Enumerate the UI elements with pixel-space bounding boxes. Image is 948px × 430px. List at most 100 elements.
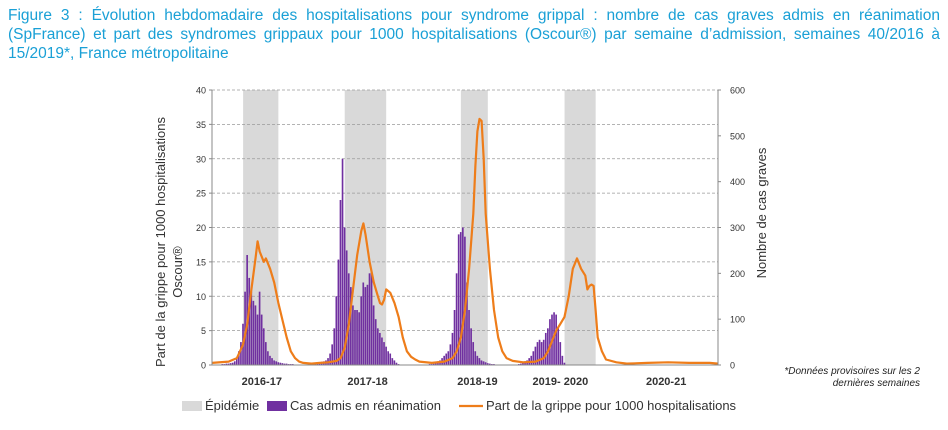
bar-cas-reanimation (522, 362, 524, 365)
series-line-part-grippe (211, 117, 719, 365)
bar-cas-reanimation (468, 310, 470, 365)
bar-cas-reanimation (267, 351, 269, 365)
bar-cas-reanimation (227, 363, 230, 365)
bar-cas-reanimation (277, 362, 280, 365)
bar-cas-reanimation (544, 332, 547, 365)
bar-cas-reanimation (532, 351, 535, 365)
y-tick-right: 300 (730, 223, 745, 233)
gridlines (212, 89, 718, 332)
bar-cas-reanimation (264, 342, 267, 365)
legend-label-part: Part de la grippe pour 1000 hospitalisat… (486, 398, 737, 413)
season-label: 2016-17 (242, 376, 282, 388)
bar-cas-reanimation (520, 363, 522, 365)
y-tick-left: 30 (196, 154, 206, 164)
bar-cas-reanimation (358, 312, 360, 365)
legend-label-cas: Cas admis en réanimation (290, 398, 441, 413)
bar-cas-reanimation (451, 332, 454, 365)
season-labels: 2016-17 2017-18 2018-19 2019- 2020 2020-21 (242, 376, 687, 388)
bar-cas-reanimation (484, 362, 487, 365)
bar-cas-reanimation (345, 250, 348, 365)
bar-cas-reanimation (391, 358, 394, 365)
bar-cas-reanimation (260, 314, 263, 365)
bar-cas-reanimation (238, 351, 240, 365)
y-ticks-left: 0 5 10 15 20 25 30 35 40 (196, 86, 212, 371)
bar-cas-reanimation (235, 358, 238, 365)
bar-cas-reanimation (225, 363, 228, 365)
bar-cas-reanimation (472, 342, 475, 365)
bar-cas-reanimation (281, 363, 284, 365)
y-tick-right: 200 (730, 269, 745, 279)
bar-cas-reanimation (240, 342, 242, 365)
bar-cas-reanimation (231, 362, 234, 365)
bar-cas-reanimation (478, 358, 481, 365)
bar-cas-reanimation (555, 314, 557, 365)
bar-cas-reanimation (557, 328, 560, 365)
bar-cas-reanimation (383, 342, 385, 365)
bar-cas-reanimation (387, 351, 389, 365)
bar-cas-reanimation (279, 362, 282, 365)
bar-cas-reanimation (262, 328, 265, 365)
bar-cas-reanimation (461, 227, 464, 365)
y-tick-left: 25 (196, 189, 206, 199)
bar-cas-reanimation (254, 305, 257, 365)
bar-cas-reanimation (381, 337, 383, 365)
y-tick-right: 0 (730, 361, 735, 371)
bar-cas-reanimation (250, 291, 253, 365)
legend: Épidémie Cas admis en réanimation Part d… (182, 398, 737, 413)
bar-cas-reanimation (459, 232, 462, 365)
y-label-left-line2: Oscour® (170, 246, 185, 298)
y-tick-left: 20 (196, 223, 206, 233)
bar-cas-reanimation (335, 296, 338, 365)
bar-cas-reanimation (432, 363, 435, 365)
bar-cas-reanimation (486, 363, 489, 365)
bar-cas-reanimation (252, 300, 255, 365)
bar-cas-reanimation (453, 310, 456, 365)
bar-cas-reanimation (331, 344, 334, 365)
bar-cas-reanimation (246, 255, 248, 365)
season-label: 2017-18 (347, 376, 387, 388)
bar-cas-reanimation (476, 355, 479, 365)
y-tick-left: 35 (196, 120, 206, 130)
y-label-left-line1: Part de la grippe pour 1000 hospitalisat… (153, 116, 168, 367)
bar-cas-reanimation (273, 360, 275, 365)
bar-cas-reanimation (389, 353, 392, 365)
bar-cas-reanimation (275, 361, 278, 365)
bar-cas-reanimation (540, 342, 543, 365)
bar-cas-reanimation (354, 310, 356, 365)
season-label: 2018-19 (457, 376, 497, 388)
y-tick-left: 40 (196, 86, 206, 96)
bar-cas-reanimation (364, 287, 367, 365)
bar-cas-reanimation (333, 328, 336, 365)
bar-cas-reanimation (445, 353, 448, 365)
bar-cas-reanimation (360, 296, 363, 365)
bar-cas-reanimation (385, 346, 387, 365)
y-tick-right: 500 (730, 131, 745, 141)
y-tick-left: 10 (196, 292, 206, 302)
y-tick-right: 600 (730, 86, 745, 96)
bar-cas-reanimation (374, 319, 377, 365)
bar-cas-reanimation (285, 363, 288, 365)
bar-cas-reanimation (482, 361, 485, 365)
bar-cas-reanimation (341, 158, 344, 365)
bar-cas-reanimation (337, 259, 340, 365)
bar-cas-reanimation (271, 358, 273, 365)
y-label-right: Nombre de cas graves (754, 147, 769, 278)
bar-cas-reanimation (542, 339, 545, 365)
bar-cas-reanimation (534, 346, 537, 365)
bar-cas-reanimation (343, 227, 346, 365)
bar-cas-reanimation (561, 355, 564, 365)
bar-cas-reanimation (395, 362, 398, 365)
bar-cas-reanimation (356, 310, 358, 365)
bar-cas-reanimation (435, 362, 437, 365)
bar-cas-reanimation (474, 351, 477, 365)
y-ticks-right: 0 100 200 300 400 500 600 (718, 86, 745, 371)
bar-cas-reanimation (283, 363, 286, 365)
bar-cas-reanimation (530, 355, 533, 365)
y-tick-left: 5 (201, 326, 206, 336)
bar-cas-reanimation (368, 273, 371, 365)
y-tick-left: 15 (196, 257, 206, 267)
y-tick-right: 100 (730, 315, 745, 325)
bar-cas-reanimation (244, 291, 246, 365)
bar-cas-reanimation (480, 360, 483, 365)
